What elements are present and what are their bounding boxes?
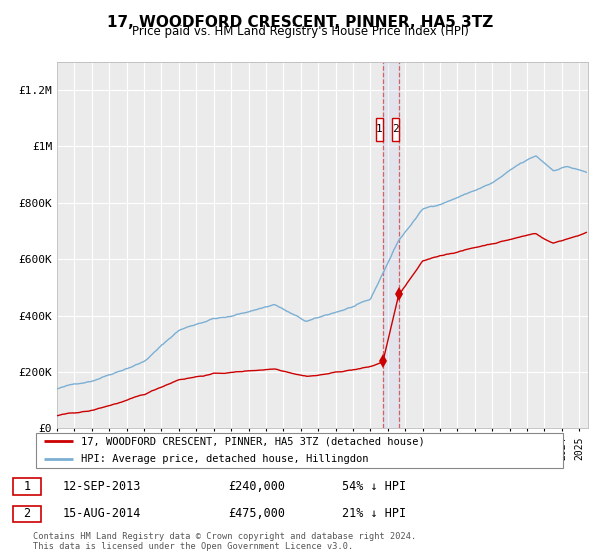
Text: 15-AUG-2014: 15-AUG-2014 xyxy=(63,507,142,520)
Text: £475,000: £475,000 xyxy=(228,507,285,520)
Text: 2: 2 xyxy=(392,124,398,134)
Text: 17, WOODFORD CRESCENT, PINNER, HA5 3TZ (detached house): 17, WOODFORD CRESCENT, PINNER, HA5 3TZ (… xyxy=(81,436,425,446)
Text: 1: 1 xyxy=(23,480,31,493)
Bar xyxy=(13,478,41,494)
Text: Price paid vs. HM Land Registry's House Price Index (HPI): Price paid vs. HM Land Registry's House … xyxy=(131,25,469,38)
Text: 12-SEP-2013: 12-SEP-2013 xyxy=(63,480,142,493)
Bar xyxy=(392,118,398,141)
Text: £240,000: £240,000 xyxy=(228,480,285,493)
Bar xyxy=(376,118,383,141)
FancyBboxPatch shape xyxy=(35,433,563,468)
Text: HPI: Average price, detached house, Hillingdon: HPI: Average price, detached house, Hill… xyxy=(81,454,368,464)
Text: 1: 1 xyxy=(376,124,383,134)
Text: 2: 2 xyxy=(23,507,31,520)
Bar xyxy=(383,62,398,428)
Text: This data is licensed under the Open Government Licence v3.0.: This data is licensed under the Open Gov… xyxy=(33,542,353,551)
Text: 54% ↓ HPI: 54% ↓ HPI xyxy=(342,480,406,493)
Text: 17, WOODFORD CRESCENT, PINNER, HA5 3TZ: 17, WOODFORD CRESCENT, PINNER, HA5 3TZ xyxy=(107,15,493,30)
Text: 21% ↓ HPI: 21% ↓ HPI xyxy=(342,507,406,520)
Text: Contains HM Land Registry data © Crown copyright and database right 2024.: Contains HM Land Registry data © Crown c… xyxy=(33,532,416,541)
Bar xyxy=(13,506,41,522)
